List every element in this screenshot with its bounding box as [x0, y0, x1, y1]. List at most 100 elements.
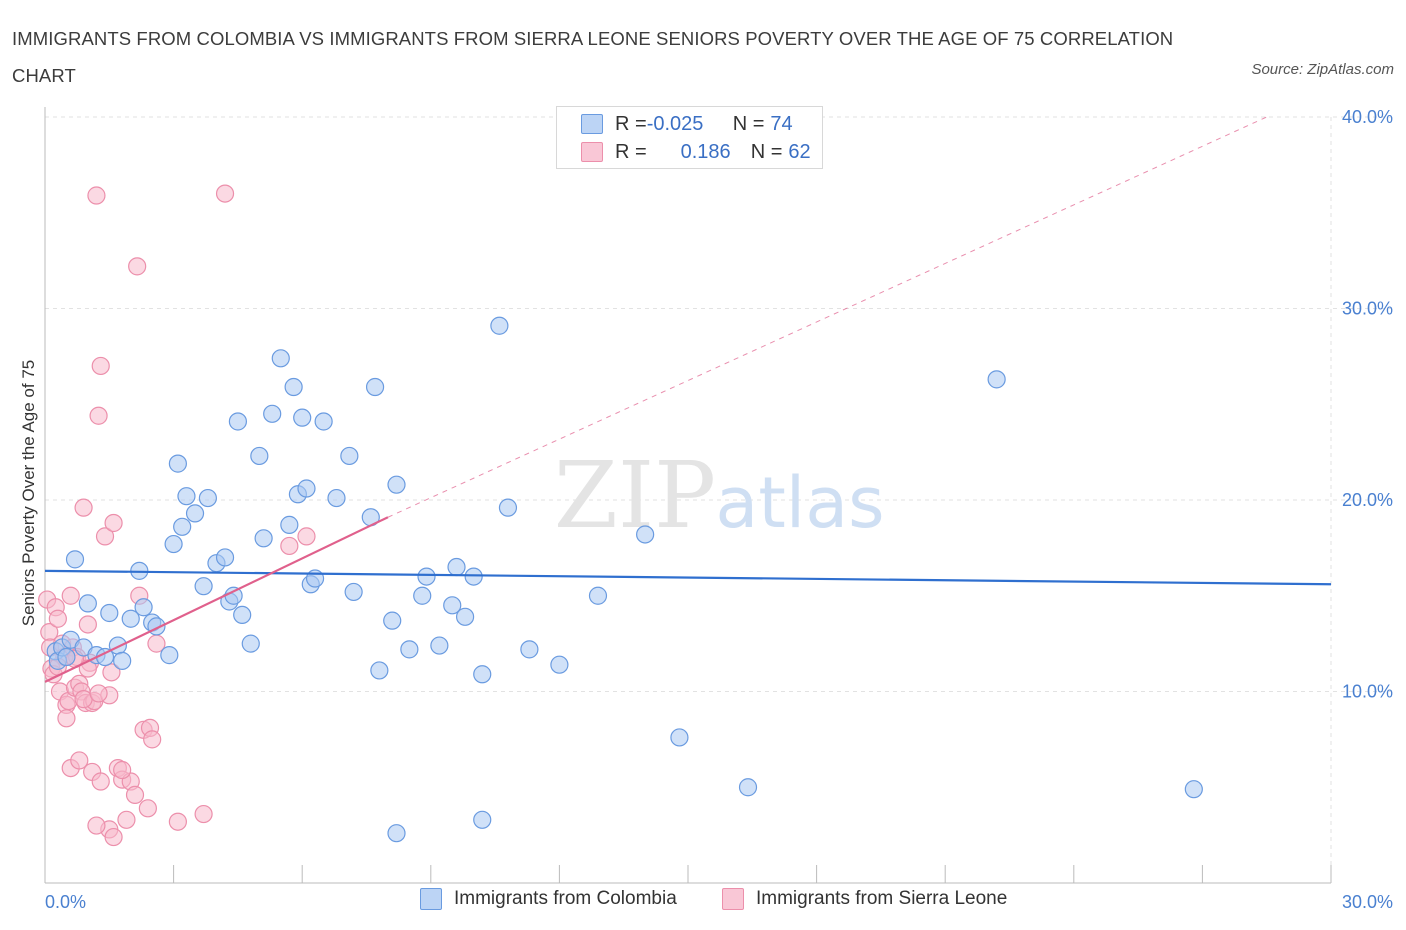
- stats-row-colombia: R = -0.025 N = 74: [581, 112, 793, 136]
- data-point-colombia: [173, 517, 192, 536]
- data-point-colombia: [108, 636, 127, 655]
- data-point-colombia: [413, 586, 432, 605]
- data-point-colombia: [387, 824, 406, 843]
- tick-labels: 10.0% 20.0% 30.0% 40.0% 0.0% 30.0%: [45, 107, 1393, 912]
- trendline-colombia: [44, 569, 1332, 586]
- data-point-sierra-leone: [117, 810, 136, 829]
- data-point-colombia: [185, 504, 205, 523]
- legend-item-sierra-leone[interactable]: Immigrants from Sierra Leone: [722, 888, 1007, 910]
- data-point-colombia: [280, 515, 299, 534]
- n-value: 74: [770, 112, 793, 135]
- legend-item-colombia[interactable]: Immigrants from Colombia: [420, 888, 677, 910]
- data-point-sierra-leone: [87, 186, 106, 205]
- data-point-colombia: [327, 488, 346, 508]
- watermark-zip: ZIP: [554, 442, 716, 549]
- r-label: R =: [615, 112, 647, 135]
- data-point-colombia: [215, 548, 235, 567]
- watermark-atlas: atlas: [715, 462, 884, 544]
- r-label: R =: [615, 140, 647, 163]
- data-point-colombia: [387, 475, 406, 494]
- stats-legend: R = -0.025 N = 74 R = 0.186 N = 62: [556, 106, 823, 169]
- data-point-colombia: [1184, 780, 1203, 799]
- y-tick-label: 20.0%: [1342, 490, 1393, 510]
- data-point-sierra-leone: [91, 356, 110, 376]
- y-tick-label: 40.0%: [1342, 107, 1393, 127]
- data-point-sierra-leone: [95, 527, 115, 546]
- data-point-colombia: [314, 412, 333, 431]
- data-point-sierra-leone: [104, 827, 123, 847]
- legend-label-sierra-leone: Immigrants from Sierra Leone: [756, 888, 1008, 909]
- data-point-sierra-leone: [113, 760, 132, 780]
- data-point-sierra-leone: [89, 684, 108, 703]
- data-point-sierra-leone: [89, 406, 108, 425]
- data-point-colombia: [473, 665, 492, 684]
- data-point-colombia: [550, 655, 569, 674]
- trend-lines: [44, 116, 1332, 683]
- data-point-colombia: [254, 529, 273, 548]
- data-point-colombia: [250, 446, 269, 466]
- data-point-colombia: [284, 377, 303, 397]
- data-point-colombia: [344, 582, 363, 602]
- data-point-colombia: [670, 728, 689, 747]
- watermark: ZIP atlas: [554, 442, 885, 549]
- y-axis-label: Seniors Poverty Over the Age of 75: [19, 360, 38, 626]
- axes-layer: [44, 107, 1332, 884]
- data-point-colombia: [177, 487, 196, 506]
- data-point-colombia: [738, 778, 758, 797]
- series-sierra-leone: [38, 184, 316, 847]
- data-point-sierra-leone: [128, 257, 147, 276]
- data-point-sierra-leone: [168, 812, 187, 831]
- data-point-colombia: [987, 370, 1006, 389]
- data-point-colombia: [121, 609, 140, 628]
- data-point-colombia: [400, 640, 419, 659]
- data-point-colombia: [57, 647, 76, 667]
- data-point-sierra-leone: [61, 586, 80, 605]
- stats-row-sierra-leone: R = 0.186 N = 62: [581, 140, 811, 164]
- data-point-colombia: [498, 498, 518, 517]
- data-point-colombia: [100, 603, 119, 623]
- data-point-colombia: [365, 377, 385, 397]
- data-point-colombia: [464, 567, 483, 586]
- x-tick-label: 0.0%: [45, 892, 86, 912]
- data-point-colombia: [383, 611, 402, 630]
- data-point-colombia: [233, 605, 252, 625]
- data-point-colombia: [473, 810, 492, 829]
- legend-swatch-sierra-leone: [722, 888, 744, 910]
- data-point-colombia: [168, 454, 187, 473]
- data-point-sierra-leone: [280, 536, 299, 556]
- y-tick-label: 10.0%: [1342, 682, 1393, 702]
- data-point-sierra-leone: [87, 816, 106, 835]
- data-point-sierra-leone: [48, 609, 67, 628]
- data-point-colombia: [65, 550, 85, 569]
- data-point-sierra-leone: [78, 615, 97, 634]
- data-point-colombia: [447, 557, 466, 577]
- data-point-sierra-leone: [74, 498, 93, 517]
- data-point-sierra-leone: [102, 663, 121, 682]
- data-point-sierra-leone: [143, 730, 162, 749]
- data-point-colombia: [160, 646, 179, 665]
- data-point-sierra-leone: [125, 785, 145, 805]
- trendline-sierra-leone-extension: [387, 116, 1267, 518]
- series-colombia: [46, 316, 1203, 843]
- data-point-colombia: [263, 404, 282, 423]
- r-value: 0.186: [680, 140, 731, 163]
- data-point-colombia: [588, 586, 608, 605]
- swatch-colombia: [581, 114, 603, 134]
- x-tick-label: 30.0%: [1342, 892, 1393, 912]
- n-label: N =: [732, 112, 765, 135]
- data-point-colombia: [430, 636, 449, 655]
- data-point-sierra-leone: [194, 804, 213, 824]
- data-point-colombia: [443, 596, 462, 615]
- y-tick-label: 30.0%: [1342, 299, 1393, 319]
- data-point-sierra-leone: [70, 751, 89, 770]
- legend-label-colombia: Immigrants from Colombia: [454, 888, 677, 909]
- data-point-colombia: [490, 316, 509, 335]
- data-point-colombia: [417, 567, 436, 586]
- data-point-sierra-leone: [138, 799, 157, 818]
- swatch-sierra-leone: [581, 142, 603, 162]
- data-point-colombia: [636, 525, 655, 544]
- data-point-sierra-leone: [57, 709, 76, 728]
- data-point-colombia: [228, 412, 247, 431]
- data-point-colombia: [520, 640, 539, 659]
